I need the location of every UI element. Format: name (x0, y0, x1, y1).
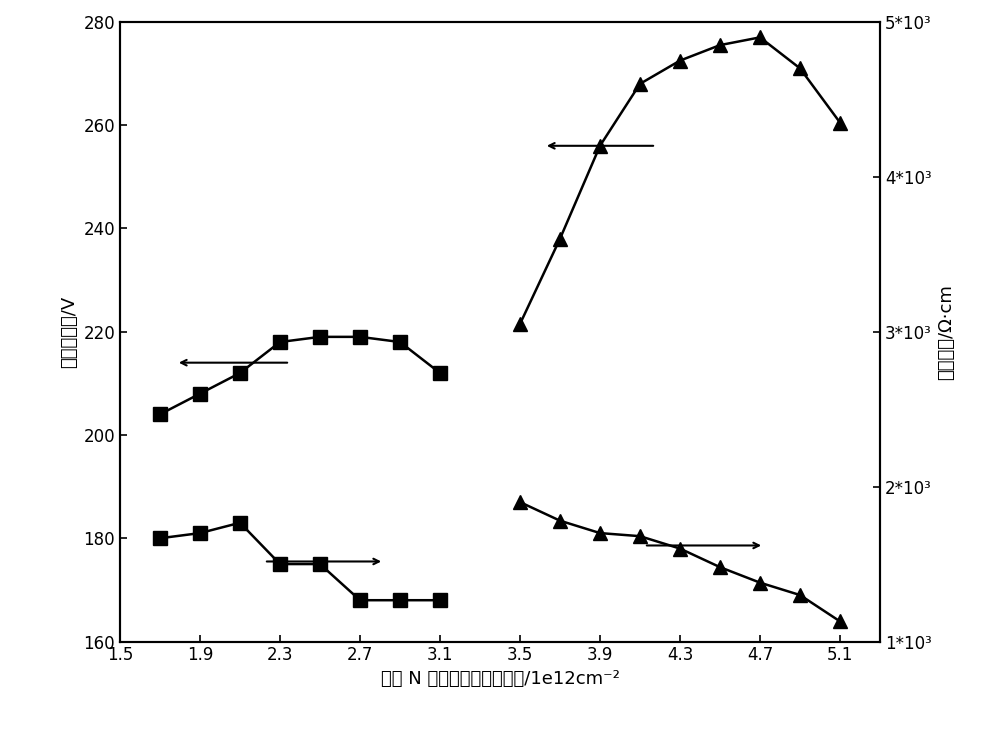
X-axis label: 第一 N 型轻掺杂区掺杂浓度/1e12cm⁻²: 第一 N 型轻掺杂区掺杂浓度/1e12cm⁻² (381, 670, 619, 688)
Y-axis label: 导通电阻/Ω·cm: 导通电阻/Ω·cm (937, 284, 955, 380)
Y-axis label: 击穿电压値/V: 击穿电压値/V (60, 295, 78, 368)
